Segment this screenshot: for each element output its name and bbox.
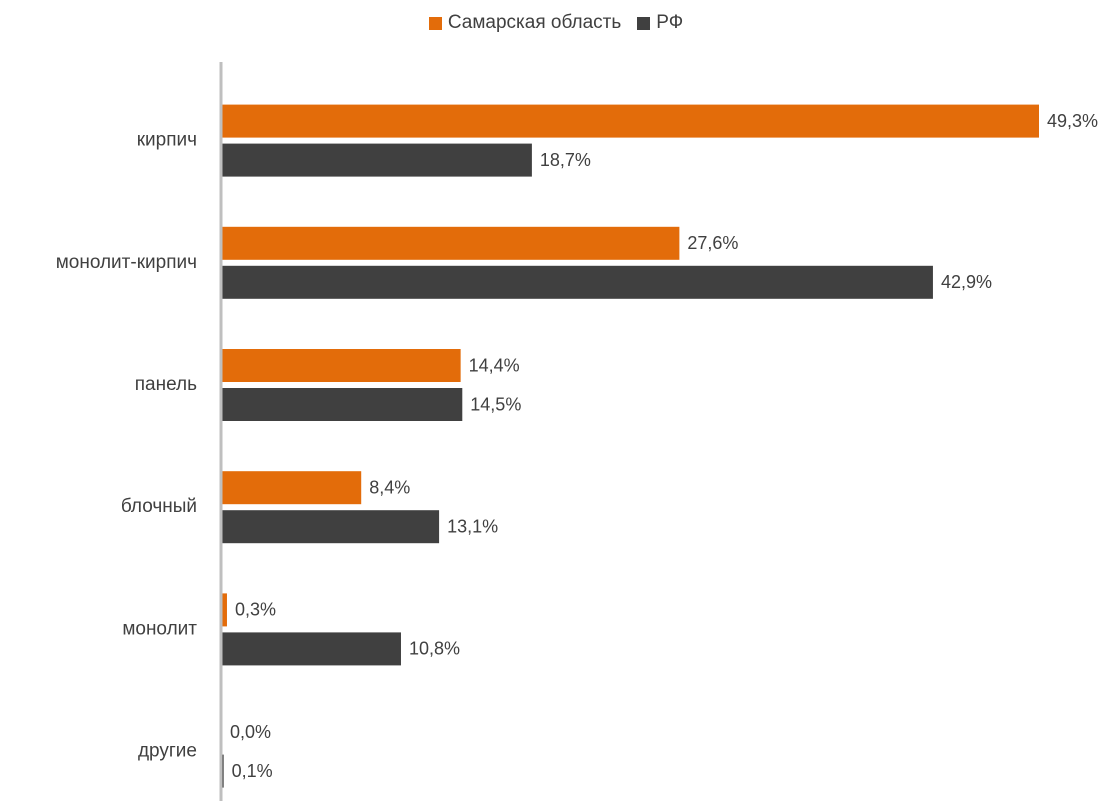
category-label: панель xyxy=(135,374,197,395)
bar-rf xyxy=(222,265,933,299)
data-label: 0,0% xyxy=(230,722,271,742)
bar-samara xyxy=(222,471,362,505)
bar-rf xyxy=(222,754,224,788)
chart-legend: Самарская область РФ xyxy=(0,12,1112,34)
bar-samara xyxy=(222,226,680,260)
data-label: 27,6% xyxy=(687,233,738,253)
legend-label-series-1: Самарская область xyxy=(447,12,622,33)
legend-label-series-2: РФ xyxy=(656,12,684,33)
data-label: 14,5% xyxy=(470,394,521,414)
category-label: монолит-кирпич xyxy=(56,252,197,273)
bar-samara xyxy=(222,104,1039,138)
category-label: блочный xyxy=(121,496,197,517)
data-label: 49,3% xyxy=(1047,111,1098,131)
bar-rf xyxy=(222,388,463,421)
data-label: 18,7% xyxy=(540,150,591,170)
data-label: 14,4% xyxy=(469,355,520,375)
category-label: монолит xyxy=(122,618,197,639)
bar-rf xyxy=(222,143,532,177)
bar-rf xyxy=(222,510,440,544)
category-label: другие xyxy=(138,741,197,762)
legend-swatch-series-2 xyxy=(637,16,651,30)
bar-samara xyxy=(222,593,227,627)
data-label: 42,9% xyxy=(941,272,992,292)
legend-item-series-1: Самарская область xyxy=(428,12,622,34)
category-label: кирпич xyxy=(137,130,197,151)
data-label: 0,1% xyxy=(232,761,273,781)
bar-samara xyxy=(222,349,461,382)
data-label: 8,4% xyxy=(369,477,410,497)
legend-swatch-series-1 xyxy=(428,16,442,30)
legend-item-series-2: РФ xyxy=(637,12,683,34)
data-label: 13,1% xyxy=(447,516,498,536)
bar-rf xyxy=(222,632,401,666)
data-label: 10,8% xyxy=(409,639,460,659)
data-label: 0,3% xyxy=(235,600,276,620)
